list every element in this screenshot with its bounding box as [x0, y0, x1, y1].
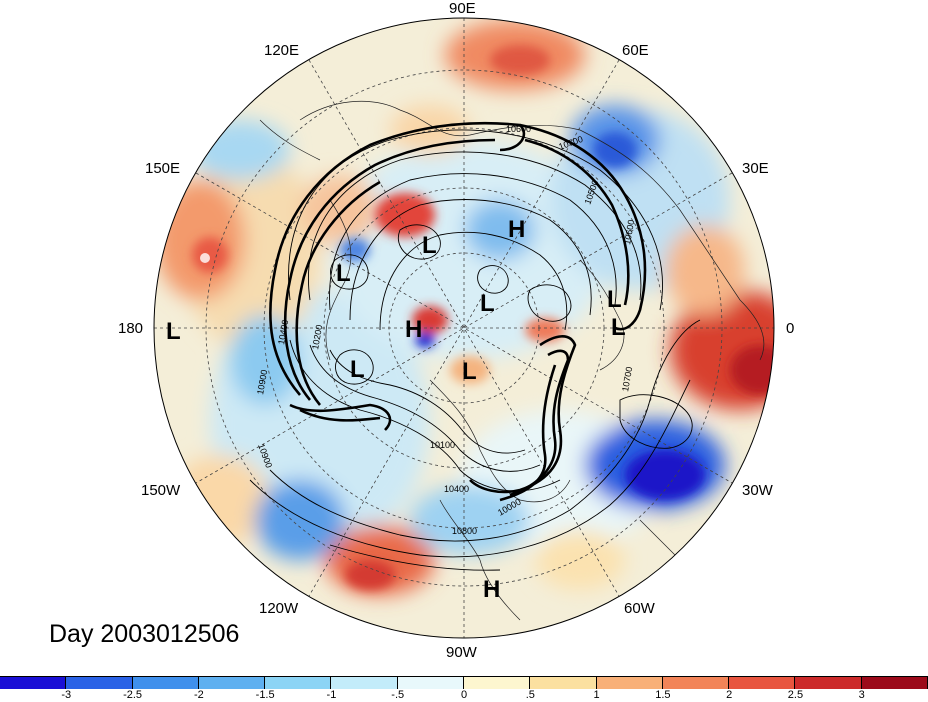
- lon-label-30e: 30E: [742, 160, 769, 177]
- colorbar-tick-label: -2: [193, 689, 204, 701]
- low-marker: L: [607, 286, 622, 313]
- colorbar-tick-label: 2: [726, 689, 733, 701]
- colorbar: [0, 676, 928, 689]
- low-marker: L: [611, 314, 626, 341]
- contour-label: 10200: [310, 324, 324, 350]
- jet-contours: [269, 121, 647, 502]
- colorbar-tick-label: 0: [460, 689, 468, 701]
- lon-label-180: 180: [118, 320, 144, 337]
- colorbar-tick-label: 1.5: [655, 689, 671, 701]
- lon-label-30w: 30W: [742, 482, 773, 499]
- map-boundary: [153, 17, 775, 639]
- colorbar-segment: [530, 677, 597, 689]
- lon-label-150w: 150W: [141, 482, 181, 499]
- lon-label-60w: 60W: [624, 600, 655, 617]
- contour-label: 10600: [506, 124, 531, 134]
- colorbar-segment: [397, 677, 464, 689]
- colorbar-segment: [132, 677, 199, 689]
- contour-label: 10100: [430, 440, 455, 450]
- high-marker: H: [508, 216, 526, 243]
- contour-label: 10400: [444, 484, 469, 494]
- colorbar-tick-label: -1: [326, 689, 337, 701]
- colorbar-segment: [66, 677, 133, 689]
- colorbar-segment: [198, 677, 266, 689]
- lon-label-120w: 120W: [259, 600, 299, 617]
- colorbar-tick-label: -.5: [391, 689, 405, 701]
- colorbar-tick-label: 2.5: [787, 689, 804, 701]
- contour-label: 10900: [255, 369, 269, 395]
- colorbar-tick-label: -2.5: [123, 689, 143, 701]
- contour-label: 10700: [620, 366, 634, 392]
- colorbar-tick-label: .5: [525, 689, 535, 701]
- colorbar-segment: [596, 677, 663, 689]
- graticule: [154, 18, 774, 638]
- lon-label-120e: 120E: [264, 42, 300, 59]
- lon-label-150e: 150E: [145, 160, 181, 177]
- low-marker: L: [422, 232, 437, 259]
- contour-label: 10600: [622, 219, 636, 245]
- height-contours: [249, 129, 701, 571]
- colorbar-segment: [861, 677, 928, 689]
- low-marker: L: [336, 260, 351, 287]
- low-marker: L: [462, 358, 477, 385]
- colorbar-segment: [0, 677, 67, 689]
- lon-label-0: 0: [786, 320, 795, 337]
- colorbar-tick-label: -3: [61, 689, 72, 701]
- high-marker: H: [483, 576, 501, 603]
- contour-label: 10800: [452, 526, 477, 536]
- colorbar-segment: [331, 677, 398, 689]
- lon-label-90w: 90W: [446, 644, 477, 661]
- colorbar-segment: [729, 677, 796, 689]
- colorbar-segment: [265, 677, 332, 689]
- lon-label-60e: 60E: [622, 42, 649, 59]
- high-marker: H: [405, 316, 423, 343]
- low-marker: L: [166, 318, 181, 345]
- lon-label-90e: 90E: [449, 0, 476, 17]
- day-label: Day 2003012506: [49, 620, 240, 648]
- colorbar-segment: [795, 677, 862, 689]
- low-marker: L: [480, 290, 495, 317]
- colorbar-tick-label: -1.5: [255, 689, 275, 701]
- colorbar-tick-label: 1: [593, 689, 600, 701]
- contour-label: 10400: [276, 319, 290, 345]
- colorbar-segment: [464, 677, 531, 689]
- colorbar-tick-label: 3: [858, 689, 865, 701]
- colorbar-segment: [662, 677, 730, 689]
- low-marker: L: [350, 356, 365, 383]
